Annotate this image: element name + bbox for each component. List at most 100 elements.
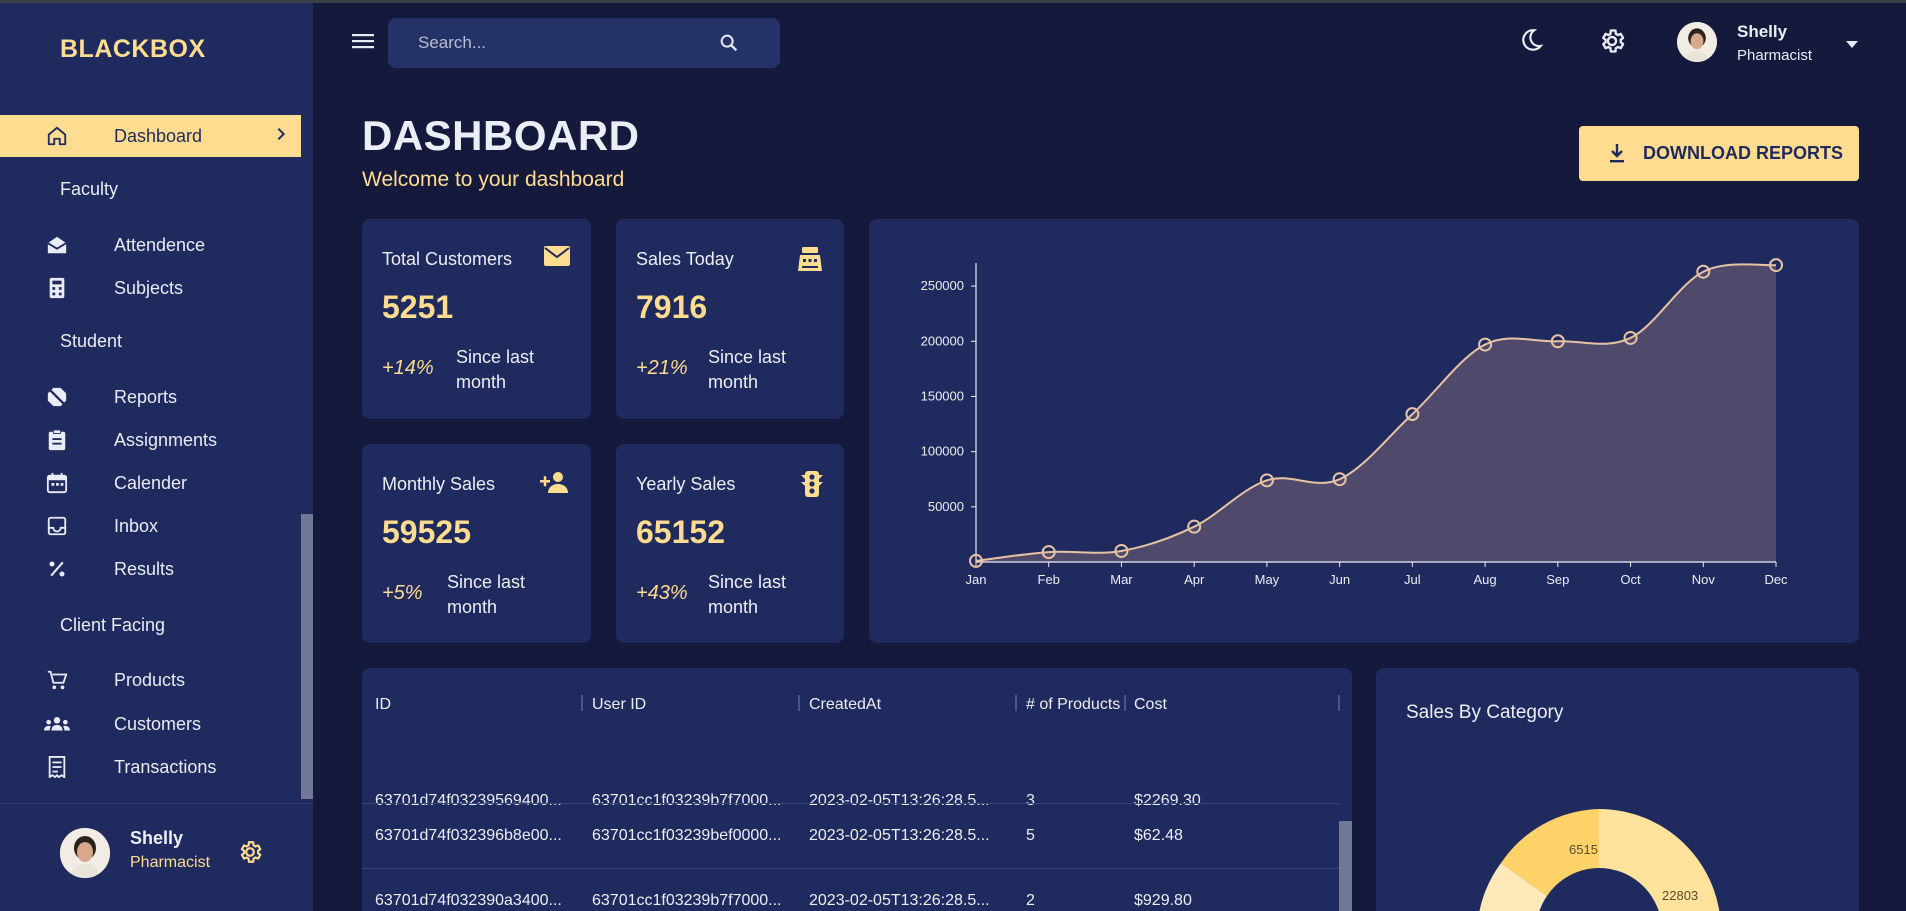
search-placeholder: Search... (418, 33, 487, 52)
donut-slice[interactable] (1501, 809, 1599, 896)
stat-value: 59525 (382, 514, 471, 550)
section-student: Student (60, 331, 123, 351)
stat-card-total-customers: Total Customers 5251 +14% Since last mon… (362, 219, 591, 419)
avatar[interactable] (60, 828, 110, 878)
sidebar-item-subjects[interactable]: Subjects (0, 267, 301, 309)
donut-slice[interactable] (1477, 863, 1547, 911)
stat-card-monthly-sales: Monthly Sales 59525 +5% Since last month (362, 444, 591, 643)
download-reports-button[interactable]: DOWNLOAD REPORTS (1579, 126, 1859, 181)
column-header-cost[interactable]: Cost (1134, 696, 1167, 713)
stat-title: Sales Today (636, 249, 734, 269)
column-separator[interactable] (1015, 695, 1017, 711)
cell-id: 63701d74f03239569400... (375, 792, 562, 809)
stat-card-yearly-sales: Yearly Sales 65152 +43% Since last month (616, 444, 844, 643)
stat-since: Since last month (456, 347, 535, 392)
table-row[interactable]: 63701d74f03239569400... 63701cc1f03239b7… (362, 770, 1339, 835)
cell-id: 63701d74f032390a3400... (375, 892, 562, 909)
data-point (1187, 519, 1202, 534)
stat-title: Yearly Sales (636, 474, 736, 494)
table-scrollbar[interactable] (1339, 821, 1352, 911)
column-separator[interactable] (798, 695, 800, 711)
data-point (1332, 472, 1347, 487)
sidebar-item-inbox[interactable]: Inbox (0, 505, 301, 547)
column-header-id[interactable]: ID (375, 696, 391, 713)
section-faculty: Faculty (60, 179, 119, 199)
sidebar-item-transactions[interactable]: Transactions (0, 746, 301, 788)
donut-slice[interactable] (1599, 809, 1721, 911)
point-of-sale-icon (796, 245, 824, 278)
column-separator[interactable] (1338, 695, 1340, 711)
search-icon[interactable] (718, 32, 740, 59)
menu-icon[interactable] (352, 32, 374, 55)
percent-icon (44, 556, 70, 582)
sidebar-item-reports[interactable]: Reports (0, 376, 301, 418)
column-header-products[interactable]: # of Products (1026, 696, 1121, 713)
page-subtitle: Welcome to your dashboard (362, 168, 625, 191)
cell-id: 63701d74f032396b8e00... (375, 827, 562, 844)
row-divider (362, 803, 1339, 804)
download-reports-label: DOWNLOAD REPORTS (1643, 143, 1843, 163)
sidebar-item-results[interactable]: Results (0, 548, 301, 590)
sales-line-chart: 50000 100000 150000 200000 250000 Jan Feb Mar Ap… (869, 219, 1859, 643)
groups-icon (44, 711, 70, 737)
sidebar-item-label: Results (114, 558, 175, 579)
sidebar-item-label: Assignments (114, 429, 218, 450)
cell-products: 5 (1026, 827, 1035, 844)
download-icon (1607, 142, 1627, 169)
settings-icon[interactable] (237, 839, 263, 870)
calculator-icon (44, 275, 70, 301)
page-title: DASHBOARD (362, 112, 640, 159)
column-separator[interactable] (1124, 695, 1126, 711)
sidebar-item-customers[interactable]: Customers (0, 703, 301, 745)
x-tick-label: Jan (966, 572, 987, 587)
cell-createdat: 2023-02-05T13:26:28.5... (809, 892, 990, 909)
traffic-icon (800, 470, 824, 503)
x-tick-label: Nov (1692, 572, 1716, 587)
transactions-table: ID User ID CreatedAt # of Products Cost … (362, 668, 1352, 911)
cell-createdat: 2023-02-05T13:26:28.5... (809, 827, 990, 844)
brand-logo[interactable]: BLACKBOX (60, 35, 206, 63)
cell-user-id: 63701cc1f03239b7f7000... (592, 892, 782, 909)
stat-title: Total Customers (382, 249, 513, 269)
stat-since: Since last month (708, 572, 787, 617)
chart-series-line (975, 263, 1777, 562)
sidebar-item-assignments[interactable]: Assignments (0, 419, 301, 461)
shopping-cart-icon (44, 667, 70, 693)
sales-by-category-donut: 6515 22803 (1477, 809, 1721, 911)
cell-cost: $2269.30 (1134, 792, 1201, 809)
chevron-down-icon[interactable] (1845, 36, 1859, 54)
table-row[interactable]: 63701d74f032390a3400... 63701cc1f03239b7… (362, 870, 1339, 911)
cell-cost: $929.80 (1134, 892, 1192, 909)
search-input[interactable]: Search... (388, 18, 780, 68)
avatar[interactable] (1677, 22, 1717, 62)
sidebar-item-products[interactable]: Products (0, 659, 301, 701)
sales-by-category-card: Sales By Category 6515 22803 (1376, 668, 1859, 911)
sidebar-user-role: Pharmacist (130, 854, 211, 871)
column-header-user-id[interactable]: User ID (592, 696, 647, 713)
cell-createdat: 2023-02-05T13:26:28.5... (809, 792, 990, 809)
column-separator[interactable] (581, 695, 583, 711)
sidebar-scrollbar[interactable] (301, 514, 313, 799)
settings-icon[interactable] (1598, 27, 1626, 60)
table-row[interactable]: 63701d74f032396b8e00... 63701cc1f03239be… (362, 805, 1339, 870)
sidebar-item-calender[interactable]: Calender (0, 462, 301, 504)
column-header-createdat[interactable]: CreatedAt (809, 696, 882, 713)
x-tick-label: Apr (1184, 572, 1205, 587)
sidebar-item-label: Inbox (114, 515, 159, 536)
sidebar-item-dashboard[interactable]: Dashboard (0, 115, 301, 157)
stat-change: +43% (636, 582, 688, 604)
data-point (1405, 407, 1420, 422)
cell-products: 3 (1026, 792, 1035, 809)
x-tick-label: Feb (1038, 572, 1060, 587)
stat-since: Since last month (447, 572, 526, 617)
sidebar-item-attendence[interactable]: Attendence (0, 224, 301, 266)
receipt-icon (44, 754, 70, 780)
email-icon (543, 245, 571, 272)
dark-mode-icon[interactable] (1518, 27, 1544, 58)
window-top-edge (0, 0, 1906, 3)
donut-slice-label: 6515 (1569, 842, 1598, 857)
donut-slice-label: 22803 (1662, 888, 1698, 903)
stat-title: Monthly Sales (382, 474, 496, 494)
table-header: ID User ID CreatedAt # of Products Cost (362, 668, 1352, 738)
header-user-name: Shelly (1737, 22, 1788, 41)
